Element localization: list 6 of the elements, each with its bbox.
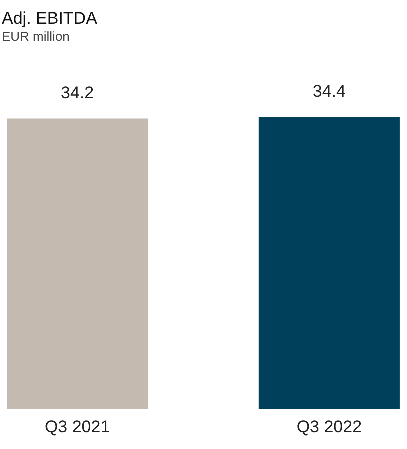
chart-title: Adj. EBITDA [2, 9, 98, 28]
x-tick-label: Q3 2021 [44, 418, 110, 436]
data-label: 34.2 [61, 84, 94, 103]
chart-subtitle: EUR million [2, 29, 70, 44]
data-label: 34.4 [312, 82, 346, 101]
x-tick-label: Q3 2022 [296, 418, 362, 436]
